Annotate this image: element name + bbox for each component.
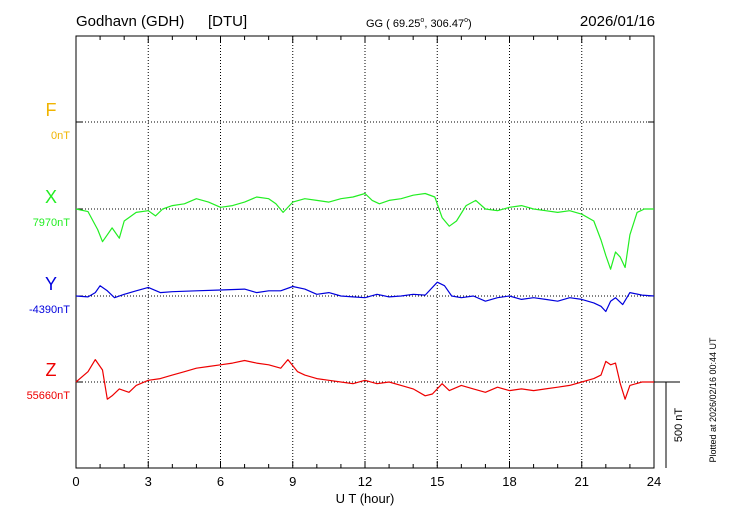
coords-mid: , 306.47 [424,18,464,30]
series-lines [75,192,655,400]
plotted-at-label: Plotted at 2026/02/16 00:44 UT [708,337,718,463]
series-name-Y: Y [45,274,57,294]
x-tick-label-18: 18 [502,474,516,489]
coordinates-label: GG ( 69.25o, 306.47o) [366,17,472,30]
station-title: Godhavn (GDH) [76,13,184,30]
x-tick-label-0: 0 [72,474,79,489]
series-line-Y [75,281,655,313]
series-line-X [75,192,654,270]
series-line-Z [75,359,654,400]
x-tick-label-3: 3 [145,474,152,489]
date-label: 2026/01/16 [580,13,655,30]
grid-lines [76,36,654,468]
degree-mark-2: o [464,17,468,24]
x-tick-label-6: 6 [217,474,224,489]
series-name-X: X [45,187,57,207]
series-name-Z: Z [46,360,57,380]
x-tick-label-21: 21 [575,474,589,489]
series-baseline-Z: 55660nT [27,390,71,402]
series-name-F: F [46,100,57,120]
coords-suffix: ) [468,18,472,30]
x-tick-label-24: 24 [647,474,661,489]
degree-mark-1: o [420,17,424,24]
series-baseline-Y: -4390nT [29,304,70,316]
institute-label: [DTU] [208,13,247,30]
series-labels: F 0nT X 7970nT Y -4390nT Z 55660nT [27,100,71,402]
scale-bar: 500 nT [654,381,685,468]
x-tick-labels: 0 3 6 9 12 15 18 21 24 [72,474,661,489]
x-axis-label: U T (hour) [336,491,395,506]
x-tick-label-9: 9 [289,474,296,489]
series-baseline-X: 7970nT [33,217,71,229]
axis-ticks [75,35,655,469]
coords-prefix: GG ( 69.25 [366,18,420,30]
series-baseline-F: 0nT [51,130,70,142]
x-tick-label-15: 15 [430,474,444,489]
scale-bar-label: 500 nT [673,408,685,443]
x-tick-label-12: 12 [358,474,372,489]
